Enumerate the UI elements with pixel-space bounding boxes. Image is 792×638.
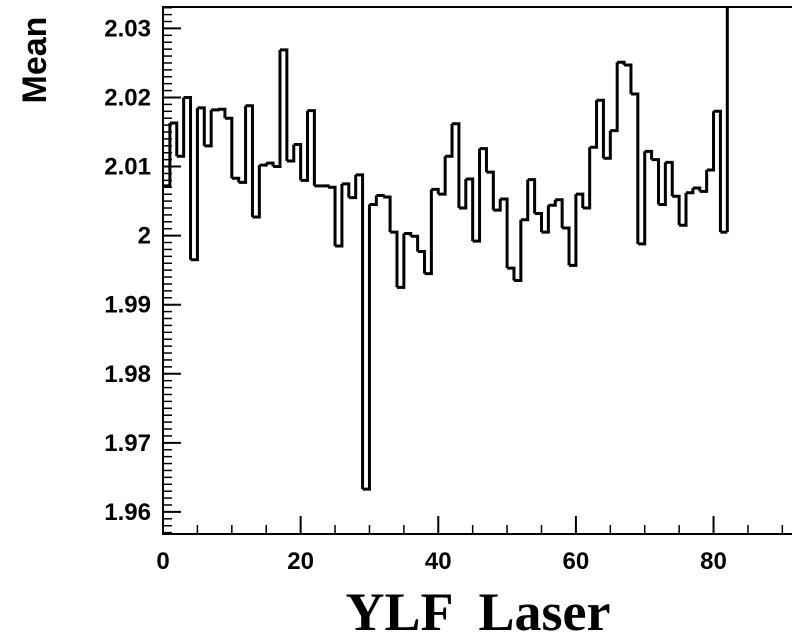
y-tick-label: 2 — [138, 223, 151, 250]
histogram-bin — [493, 199, 502, 212]
histogram-bin — [458, 178, 468, 210]
histogram-bin — [541, 205, 550, 234]
histogram-bin — [190, 107, 199, 262]
histogram-bin — [513, 219, 523, 283]
histogram-bin — [211, 108, 220, 112]
histogram-bin — [431, 187, 440, 195]
histogram-bin — [300, 110, 310, 182]
histogram-bin — [376, 194, 385, 198]
histogram-bin — [686, 187, 695, 195]
histogram-bin — [589, 100, 599, 149]
histogram-bin — [396, 233, 406, 289]
histogram-bin — [651, 158, 660, 205]
x-axis: 0 20 40 60 80 — [156, 516, 784, 575]
y-tick-label: 2.02 — [104, 84, 151, 111]
y-axis-label: Mean — [16, 17, 54, 104]
histogram-bin — [197, 106, 206, 146]
histogram-bin — [486, 170, 495, 211]
histogram-bin — [279, 48, 289, 162]
histogram-bin — [224, 116, 234, 179]
histogram-bin — [252, 165, 261, 219]
y-tick-label: 1.97 — [104, 430, 151, 457]
histogram-bin — [293, 142, 303, 181]
histogram-bin — [520, 179, 530, 222]
histogram-bin — [273, 49, 282, 169]
histogram-bin — [163, 123, 172, 188]
histogram-bin — [355, 173, 365, 490]
histogram-bin — [218, 107, 227, 119]
y-tick-label: 1.98 — [104, 361, 151, 388]
histogram-bin — [335, 183, 344, 248]
histogram-bin — [713, 109, 722, 233]
histogram-bin — [630, 92, 640, 244]
histogram-bin — [328, 185, 337, 246]
histogram-bin — [617, 60, 626, 66]
histogram-bin — [665, 160, 674, 197]
histogram-bin — [472, 148, 482, 243]
histogram-bin — [452, 122, 461, 208]
y-tick-label: 1.99 — [104, 292, 151, 319]
histogram-bin — [176, 97, 186, 158]
histogram-bin — [390, 230, 399, 288]
histogram-bin — [321, 184, 330, 188]
histogram-bin — [438, 156, 447, 196]
histogram-bin — [369, 195, 378, 207]
histogram-bin — [383, 195, 392, 233]
histogram-bin — [610, 62, 619, 133]
histogram-bin — [692, 186, 702, 192]
histogram-bin — [204, 109, 213, 148]
histogram-bin — [307, 109, 316, 186]
histogram-bin — [569, 194, 578, 267]
histogram-bin — [286, 144, 296, 163]
y-tick-label: 2.03 — [104, 15, 151, 42]
histogram-bin — [341, 182, 351, 198]
histogram-bin — [555, 198, 564, 229]
y-tick-label: 1.96 — [104, 499, 151, 526]
y-axis: 1.96 1.97 1.98 1.99 2 2.01 2.02 2.03 — [104, 6, 181, 534]
histogram-bin — [445, 123, 454, 158]
histogram-bin — [562, 226, 571, 266]
histogram-bin — [231, 176, 241, 183]
x-tick-label: 40 — [425, 548, 452, 575]
histogram-bin — [169, 121, 179, 157]
histogram-bin — [500, 197, 509, 269]
histogram-bin — [534, 212, 543, 233]
histogram-bin — [259, 163, 268, 167]
histogram-bin — [637, 151, 647, 246]
histogram-bin — [348, 174, 358, 200]
plot-frame — [162, 6, 792, 535]
histogram-bins — [163, 7, 729, 491]
histogram-bin — [479, 147, 488, 173]
histogram-bin — [699, 170, 709, 193]
histogram-bin — [465, 177, 475, 242]
histogram-bin — [644, 149, 654, 160]
histogram-bin — [679, 192, 688, 227]
histogram-bin — [245, 104, 254, 217]
x-tick-label: 20 — [287, 548, 314, 575]
histogram-bin — [424, 189, 433, 276]
histogram-bin — [582, 147, 592, 210]
histogram-bin — [672, 194, 681, 226]
x-tick-label: 60 — [563, 548, 590, 575]
y-tick-label: 2.01 — [104, 154, 151, 181]
x-axis-label: YLF Laser — [346, 582, 611, 638]
histogram-bin — [362, 204, 371, 491]
histogram-bin — [238, 105, 248, 184]
histogram-bin — [527, 178, 537, 214]
histogram-bin — [507, 266, 516, 281]
x-tick-label: 0 — [156, 548, 169, 575]
x-tick-label: 80 — [700, 548, 727, 575]
histogram-bin — [410, 234, 420, 252]
histogram-bin — [624, 63, 633, 95]
histogram-bin — [706, 111, 716, 172]
histogram-bin — [603, 130, 612, 160]
histogram-bin — [183, 95, 193, 260]
histogram-bin — [658, 162, 667, 207]
histogram-bin — [548, 199, 557, 207]
histogram-bin — [417, 250, 427, 274]
histogram-bin — [575, 192, 585, 208]
histogram-bin — [596, 98, 605, 159]
